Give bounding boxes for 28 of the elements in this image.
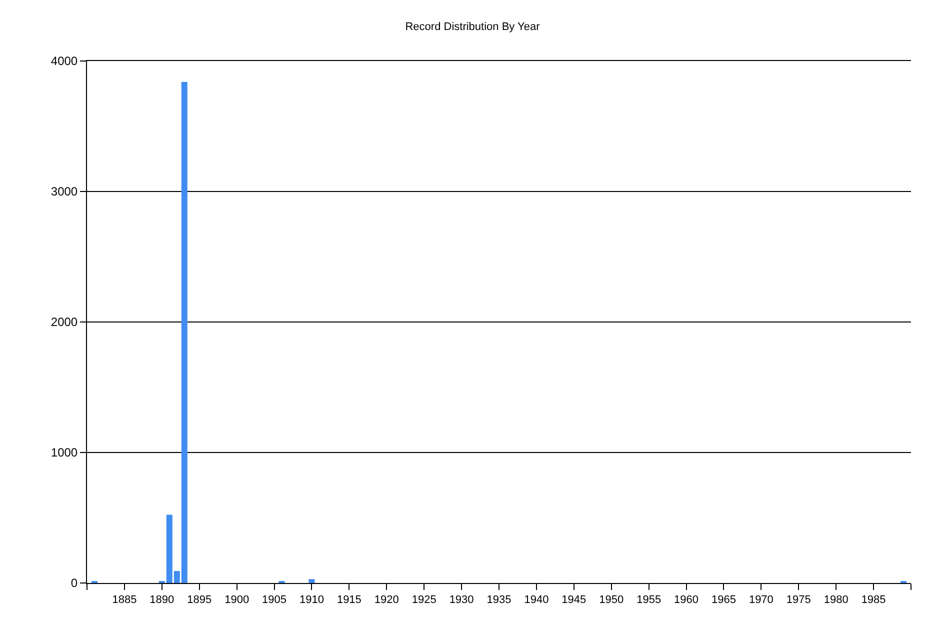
y-tick-label: 0 <box>70 576 78 590</box>
x-tick-label: 1985 <box>861 594 886 606</box>
x-tick-label: 1890 <box>150 594 174 606</box>
x-tick-label: 1945 <box>562 594 586 606</box>
x-tick-label: 1975 <box>786 594 811 606</box>
x-tick-label: 1895 <box>187 594 212 606</box>
y-tick-label: 4000 <box>50 54 78 68</box>
y-tick-label: 2000 <box>50 315 78 330</box>
x-tick-label: 1910 <box>299 594 324 606</box>
x-tick-label: 1980 <box>824 594 848 606</box>
y-tick-label: 3000 <box>50 184 78 199</box>
x-tick-label: 1885 <box>112 594 137 606</box>
x-tick-label: 1920 <box>374 594 399 606</box>
x-tick-label: 1960 <box>674 594 699 606</box>
x-tick-label: 1930 <box>449 594 474 606</box>
x-tick-label: 1940 <box>524 594 549 606</box>
x-tick-label: 1900 <box>224 594 250 606</box>
x-tick-label: 1965 <box>711 594 736 606</box>
y-tick-label: 1000 <box>50 446 78 460</box>
x-tick-label: 1925 <box>412 594 436 606</box>
x-tick-label: 1955 <box>636 594 662 606</box>
x-tick-label: 1970 <box>748 594 774 606</box>
chart-title: Record Distribution By Year <box>405 20 540 33</box>
x-tick-label: 1915 <box>336 594 362 606</box>
x-tick-label: 1905 <box>262 594 287 606</box>
x-tick-label: 1950 <box>599 594 624 606</box>
bar <box>308 579 315 583</box>
x-tick-label: 1935 <box>486 594 512 606</box>
